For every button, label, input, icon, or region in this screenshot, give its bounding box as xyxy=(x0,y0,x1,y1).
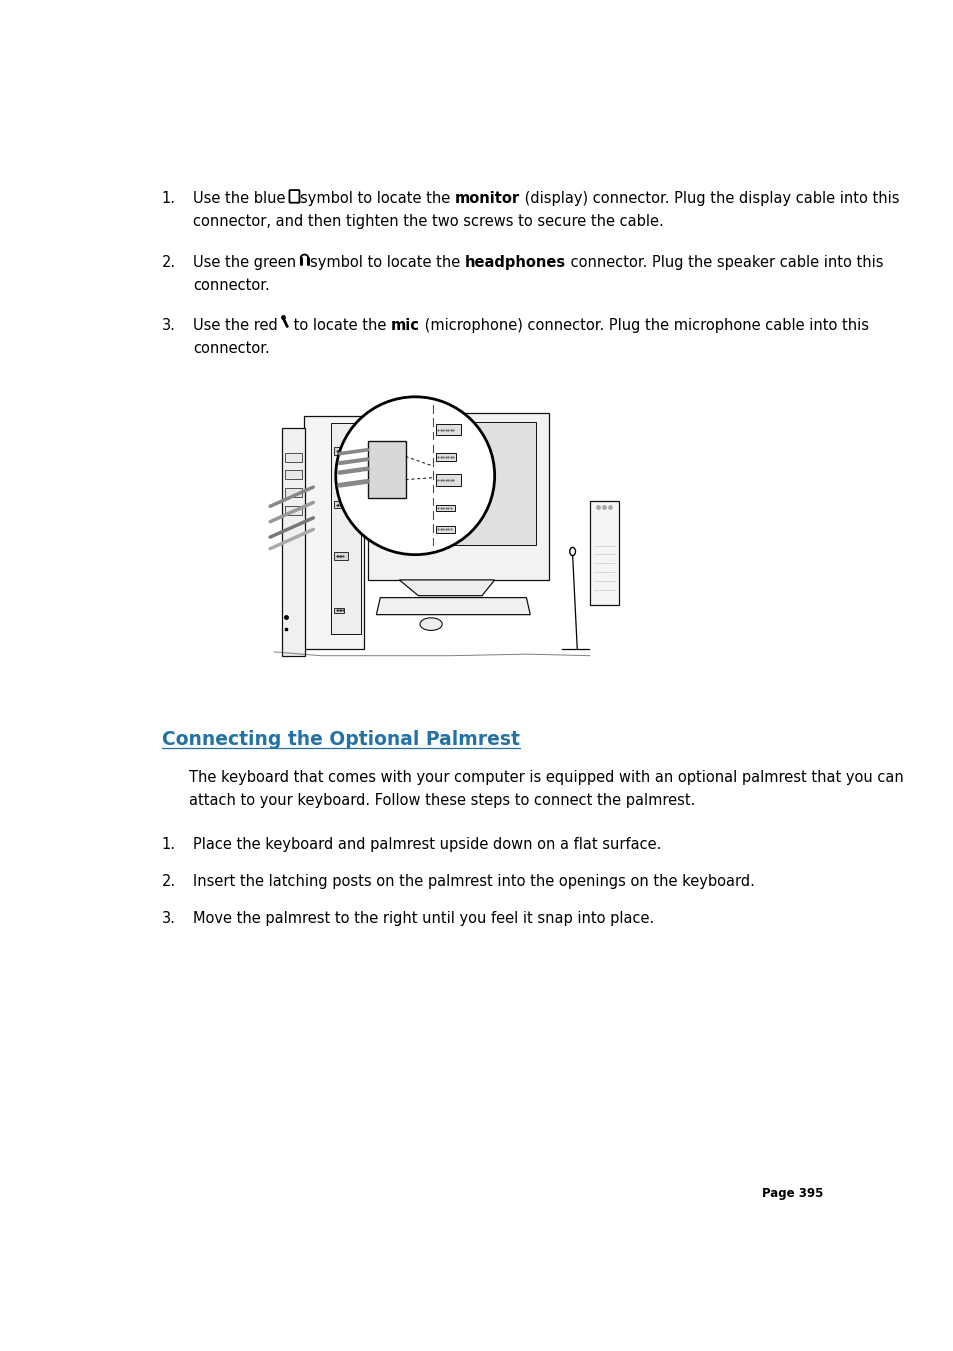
Text: attach to your keyboard. Follow these steps to connect the palmrest.: attach to your keyboard. Follow these st… xyxy=(189,793,695,808)
Text: Use the red: Use the red xyxy=(193,317,282,332)
Bar xyxy=(436,453,456,461)
Text: 1.: 1. xyxy=(162,838,175,852)
Polygon shape xyxy=(376,597,530,615)
Bar xyxy=(334,608,343,613)
Bar xyxy=(436,505,455,511)
Text: symbol to locate the: symbol to locate the xyxy=(310,254,465,269)
Ellipse shape xyxy=(569,547,575,555)
Text: 2.: 2. xyxy=(162,254,175,269)
Bar xyxy=(334,553,348,561)
Text: mic: mic xyxy=(391,317,419,332)
Text: monitor: monitor xyxy=(454,192,519,207)
Text: (microphone) connector. Plug the microphone cable into this: (microphone) connector. Plug the microph… xyxy=(419,317,868,332)
Bar xyxy=(436,527,455,532)
Text: Use the blue: Use the blue xyxy=(193,192,290,207)
Text: 2.: 2. xyxy=(162,874,175,889)
Bar xyxy=(383,422,536,546)
Bar xyxy=(367,412,548,580)
Bar xyxy=(285,470,302,480)
Text: Place the keyboard and palmrest upside down on a flat surface.: Place the keyboard and palmrest upside d… xyxy=(193,838,660,852)
Text: 3.: 3. xyxy=(162,317,175,332)
Text: connector, and then tighten the two screws to secure the cable.: connector, and then tighten the two scre… xyxy=(193,215,663,230)
Text: Use the green: Use the green xyxy=(193,254,300,269)
Text: 1.: 1. xyxy=(162,192,175,207)
FancyBboxPatch shape xyxy=(289,190,299,203)
Text: connector. Plug the speaker cable into this: connector. Plug the speaker cable into t… xyxy=(566,254,882,269)
Text: Connecting the Optional Palmrest: Connecting the Optional Palmrest xyxy=(162,730,519,748)
Text: connector.: connector. xyxy=(193,340,270,355)
Bar xyxy=(285,453,302,462)
Bar xyxy=(334,447,348,455)
Text: 3.: 3. xyxy=(162,912,175,927)
Bar xyxy=(334,501,345,508)
Bar xyxy=(331,423,360,634)
Text: Move the palmrest to the right until you feel it snap into place.: Move the palmrest to the right until you… xyxy=(193,912,654,927)
Text: SONY: SONY xyxy=(440,520,475,531)
Text: Page 395: Page 395 xyxy=(761,1188,822,1200)
Bar xyxy=(285,505,302,515)
Text: The keyboard that comes with your computer is equipped with an optional palmrest: The keyboard that comes with your comput… xyxy=(189,770,902,785)
Bar xyxy=(281,428,305,655)
Bar xyxy=(436,474,460,486)
Polygon shape xyxy=(399,580,495,596)
Bar xyxy=(367,440,405,497)
Text: headphones: headphones xyxy=(465,254,566,269)
Text: to locate the: to locate the xyxy=(289,317,391,332)
Text: (display) connector. Plug the display cable into this: (display) connector. Plug the display ca… xyxy=(519,192,899,207)
Circle shape xyxy=(335,397,495,555)
Bar xyxy=(436,424,460,435)
Text: symbol to locate the: symbol to locate the xyxy=(299,192,454,207)
Bar xyxy=(589,501,618,605)
Text: Insert the latching posts on the palmrest into the openings on the keyboard.: Insert the latching posts on the palmres… xyxy=(193,874,754,889)
Ellipse shape xyxy=(419,617,442,631)
Bar xyxy=(304,416,364,650)
Text: connector.: connector. xyxy=(193,277,270,293)
Bar xyxy=(285,488,302,497)
